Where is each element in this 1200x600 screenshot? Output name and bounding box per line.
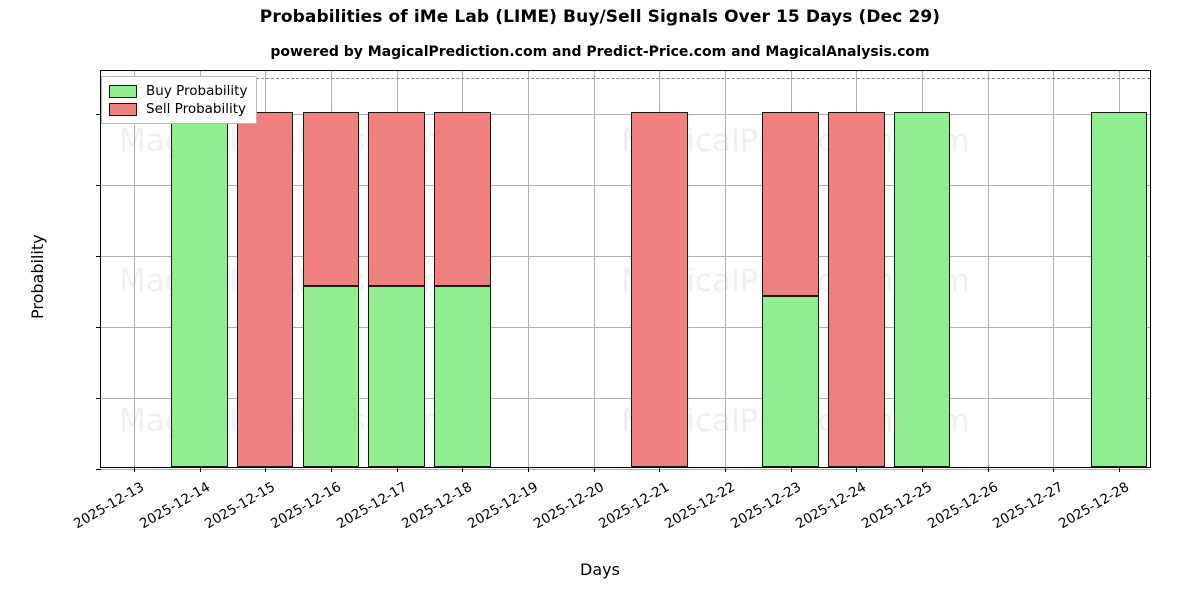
x-tick-mark: [790, 467, 792, 472]
gridline-horizontal: [101, 184, 1150, 186]
x-tick-mark: [1053, 467, 1055, 472]
bar-group[interactable]: [828, 69, 885, 467]
bar-segment-sell[interactable]: [434, 111, 491, 286]
bar-segment-buy[interactable]: [171, 111, 228, 467]
bar-group[interactable]: [434, 69, 491, 467]
y-tick-mark: [96, 397, 101, 399]
gridline-horizontal: [101, 326, 1150, 328]
y-tick-mark: [96, 113, 101, 115]
bar-segment-buy[interactable]: [893, 111, 951, 467]
plot-area: MagicalAnalysis.comMagicalPrediction.com…: [96, 69, 1151, 472]
bar-segment-buy[interactable]: [762, 296, 819, 467]
legend-label-buy: Buy Probability: [146, 83, 248, 99]
gridline-vertical: [987, 71, 989, 467]
x-tick-mark: [659, 467, 661, 472]
bar-group[interactable]: [171, 69, 228, 467]
bar-segment-buy[interactable]: [302, 285, 360, 467]
gridline-horizontal: [101, 469, 1150, 470]
y-axis-label: Probability: [28, 234, 47, 319]
gridline-horizontal: [101, 397, 1150, 399]
x-tick-label: 2025-12-13: [70, 479, 147, 533]
x-tick-mark: [725, 467, 727, 472]
x-axis-label: Days: [580, 560, 620, 579]
reference-line: [101, 78, 1150, 80]
legend-swatch-sell: [109, 102, 137, 116]
x-tick-mark: [199, 467, 201, 472]
legend-swatch-buy: [109, 84, 137, 98]
chart-subtitle: powered by MagicalPrediction.com and Pre…: [270, 44, 930, 60]
x-tick-mark: [1119, 467, 1121, 472]
gridline-vertical: [133, 71, 135, 467]
bar-group[interactable]: [302, 69, 360, 467]
x-tick-mark: [593, 467, 595, 472]
gridline-horizontal: [101, 255, 1150, 257]
chart-title: Probabilities of iMe Lab (LIME) Buy/Sell…: [259, 7, 941, 27]
bar-group[interactable]: [236, 69, 294, 467]
legend-item-sell: Sell Probability: [109, 100, 247, 118]
gridline-vertical: [593, 71, 595, 467]
x-tick-mark: [462, 467, 464, 472]
bar-segment-buy[interactable]: [434, 285, 491, 467]
y-tick-mark: [96, 184, 101, 186]
x-tick-mark: [330, 467, 332, 472]
bar-segment-sell[interactable]: [236, 111, 294, 467]
x-tick-mark: [265, 467, 267, 472]
x-tick-mark: [987, 467, 989, 472]
x-tick-label: 2025-12-15: [202, 479, 279, 533]
bar-segment-sell[interactable]: [828, 111, 885, 467]
x-tick-mark: [527, 467, 529, 472]
x-tick-mark: [133, 467, 135, 472]
x-tick-mark: [396, 467, 398, 472]
gridline-vertical: [1053, 71, 1055, 467]
bar-group[interactable]: [1090, 69, 1148, 467]
gridline-horizontal: [101, 113, 1150, 115]
bar-segment-sell[interactable]: [762, 111, 819, 297]
bar-group[interactable]: [631, 69, 688, 467]
x-tick-mark: [856, 467, 858, 472]
chart-legend: Buy Probability Sell Probability: [101, 76, 258, 124]
legend-label-sell: Sell Probability: [146, 101, 247, 117]
bar-segment-buy[interactable]: [368, 285, 425, 467]
y-tick-mark: [96, 255, 101, 257]
legend-item-buy: Buy Probability: [109, 82, 247, 100]
bar-segment-sell[interactable]: [302, 111, 360, 286]
bar-segment-sell[interactable]: [631, 111, 688, 467]
bar-group[interactable]: [368, 69, 425, 467]
y-tick-mark: [96, 469, 101, 470]
bar-group[interactable]: [762, 69, 819, 467]
y-tick-mark: [96, 326, 101, 328]
bar-segment-buy[interactable]: [1090, 111, 1148, 467]
x-tick-mark: [922, 467, 924, 472]
bar-group[interactable]: [893, 69, 951, 467]
gridline-vertical: [527, 71, 529, 467]
gridline-vertical: [725, 71, 727, 467]
bar-segment-sell[interactable]: [368, 111, 425, 286]
